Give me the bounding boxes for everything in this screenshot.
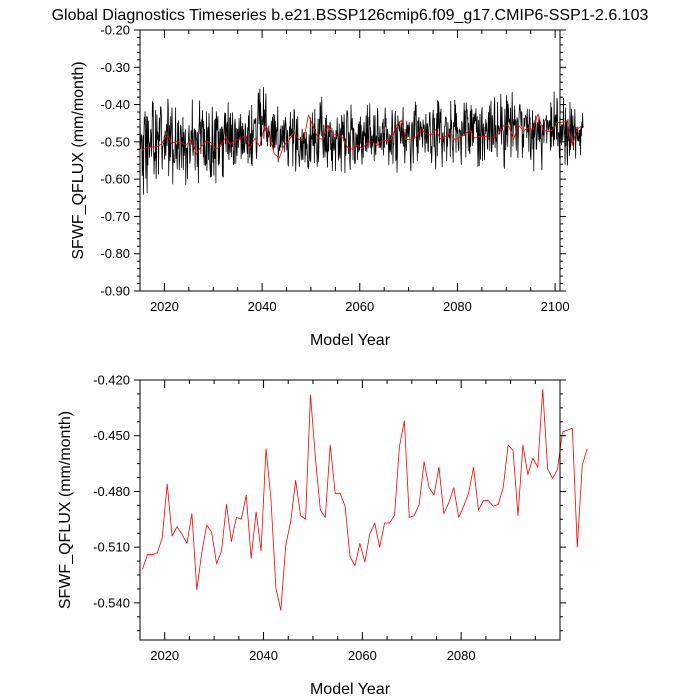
chart2-y-tick-label: -0.480 (93, 484, 130, 499)
chart1-series-line-1 (139, 87, 584, 195)
chart2-x-tick-label: 2040 (249, 648, 278, 663)
top-panel: 2020 2040 2060 2080 2100 -0.90 -0.80 -0.70 -0.60… (70, 23, 584, 349)
chart2-x-tick-label: 2020 (150, 648, 179, 663)
chart1-series-line-2 (142, 113, 583, 159)
chart1-y-tick-label: -0.70 (100, 209, 130, 224)
chart2-y-tick-label: -0.420 (93, 373, 130, 388)
chart1-x-tick-label: 2100 (541, 299, 570, 314)
chart1-x-tick-label: 2080 (443, 299, 472, 314)
figure-title: Global Diagnostics Timeseries b.e21.BSSP… (52, 7, 649, 24)
chart1-y-tick-label: -0.60 (100, 172, 130, 187)
chart1-y-tick-label: -0.40 (100, 97, 130, 112)
chart1-x-tick-label: 2040 (248, 299, 277, 314)
chart2-y-tick-label: -0.450 (93, 428, 130, 443)
chart2-x-tick-label: 2080 (447, 648, 476, 663)
chart2-series-line-1 (142, 388, 588, 611)
chart1-y-tick-label: -0.50 (100, 134, 130, 149)
chart1-y-tick-label: -0.20 (100, 23, 130, 38)
chart1-y-tick-label: -0.80 (100, 246, 130, 261)
chart1-y-tick-label: -0.90 (100, 284, 130, 299)
chart1-x-tick-label: 2060 (345, 299, 374, 314)
chart1-plot-frame (139, 29, 561, 292)
chart2-x-axis-title: Model Year (310, 681, 391, 698)
chart2-y-axis-title: SFWF_QFLUX (mm/month) (57, 411, 74, 609)
chart2-plot-frame (139, 379, 561, 641)
chart1-y-axis-title: SFWF_QFLUX (mm/month) (70, 61, 87, 259)
chart1-x-axis-title: Model Year (310, 332, 391, 349)
chart1-x-tick-label: 2020 (150, 299, 179, 314)
chart1-y-tick-label: -0.30 (100, 60, 130, 75)
chart2-y-tick-label: -0.510 (93, 540, 130, 555)
bottom-panel: 2020 2040 2060 2080 -0.540 -0.510 -0.480 -0.450… (57, 373, 588, 698)
chart2-x-tick-label: 2060 (348, 648, 377, 663)
chart2-y-tick-label: -0.540 (93, 595, 130, 610)
